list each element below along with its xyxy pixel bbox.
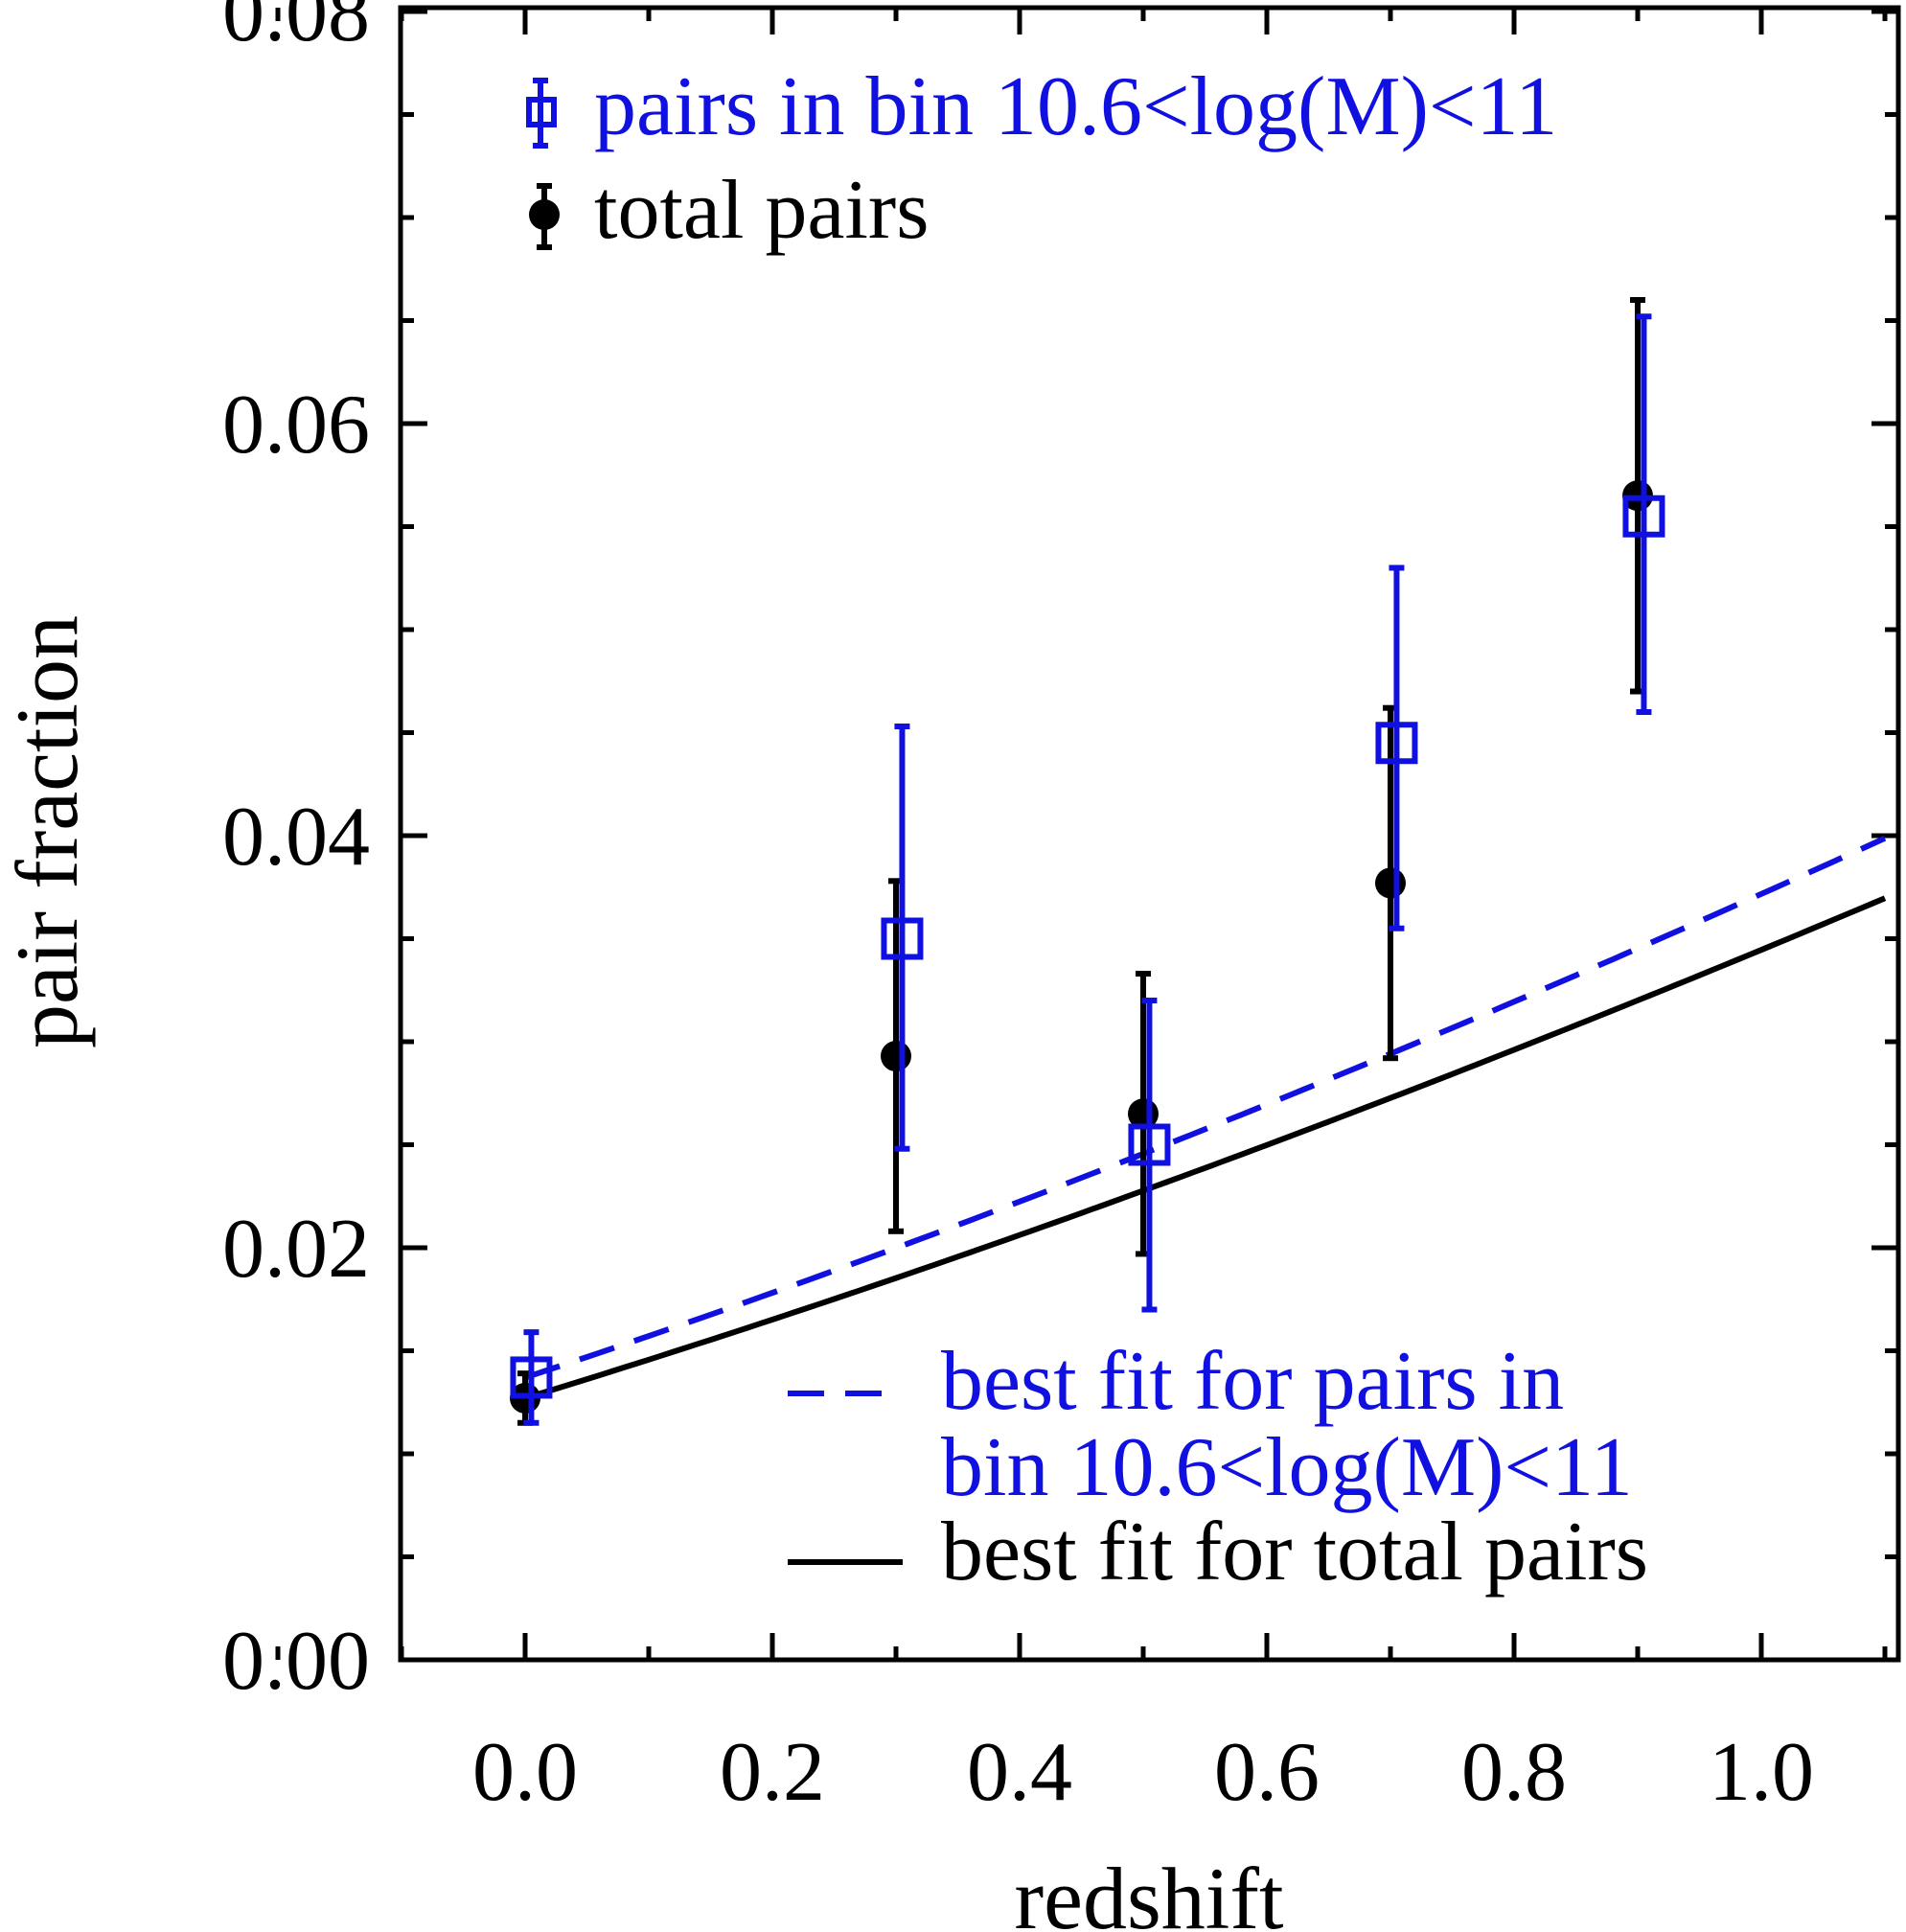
- axis-ticks: [275, 8, 1898, 1663]
- legend-circle-marker: [529, 199, 560, 230]
- x-tick-label: 0.0: [472, 1726, 578, 1819]
- fit-lines: [524, 835, 1887, 1401]
- total-pairs-point: [1375, 867, 1406, 899]
- x-tick-label: 0.4: [967, 1726, 1072, 1819]
- mass-bin-pairs-point: [510, 1356, 553, 1399]
- legend-top: pairs in bin 10.6<log(M)<11 total pairs: [526, 60, 1557, 257]
- total-pairs-point: [881, 1041, 911, 1072]
- tick-labels: 0.0 0.2 0.4 0.6 0.8 1.0 0.00 0.02 0.04 0.06 0.08: [222, 0, 1814, 1819]
- mass-bin-pairs-point: [1375, 722, 1418, 765]
- y-tick-label: 0.04: [222, 791, 370, 884]
- legend-square-marker: [526, 97, 557, 127]
- data-points: [510, 297, 1665, 1426]
- fit-curve-blue-dashed: [524, 835, 1887, 1381]
- legend-fit-blue-line1: best fit for pairs in: [941, 1335, 1564, 1428]
- y-tick-label: 0.00: [222, 1615, 370, 1708]
- mass-bin-pairs-point: [881, 917, 924, 960]
- x-axis-label: redshift: [1014, 1850, 1283, 1932]
- legend-bottom: best fit for pairs in bin 10.6<log(M)<11…: [788, 1335, 1648, 1598]
- y-tick-label: 0.06: [222, 379, 370, 472]
- mass-bin-pairs-point: [1622, 494, 1665, 538]
- x-tick-label: 0.8: [1461, 1726, 1567, 1819]
- y-tick-label: 0.02: [222, 1203, 370, 1296]
- legend-entry-black: total pairs: [594, 164, 929, 257]
- x-tick-label: 0.2: [720, 1726, 825, 1819]
- y-axis-label: pair fraction: [0, 615, 96, 1048]
- legend-entry-blue: pairs in bin 10.6<log(M)<11: [594, 60, 1557, 153]
- legend-fit-black: best fit for total pairs: [941, 1506, 1648, 1598]
- legend-square-marker-icon: [526, 78, 557, 149]
- y-tick-label: 0.08: [222, 0, 370, 59]
- legend-circle-marker-icon: [529, 183, 560, 250]
- legend-fit-blue-line2: bin 10.6<log(M)<11: [941, 1421, 1633, 1514]
- fit-curve-black-solid: [524, 895, 1887, 1401]
- mass-bin-pairs-point: [1128, 1123, 1171, 1166]
- x-tick-label: 1.0: [1709, 1726, 1814, 1819]
- x-tick-label: 0.6: [1214, 1726, 1320, 1819]
